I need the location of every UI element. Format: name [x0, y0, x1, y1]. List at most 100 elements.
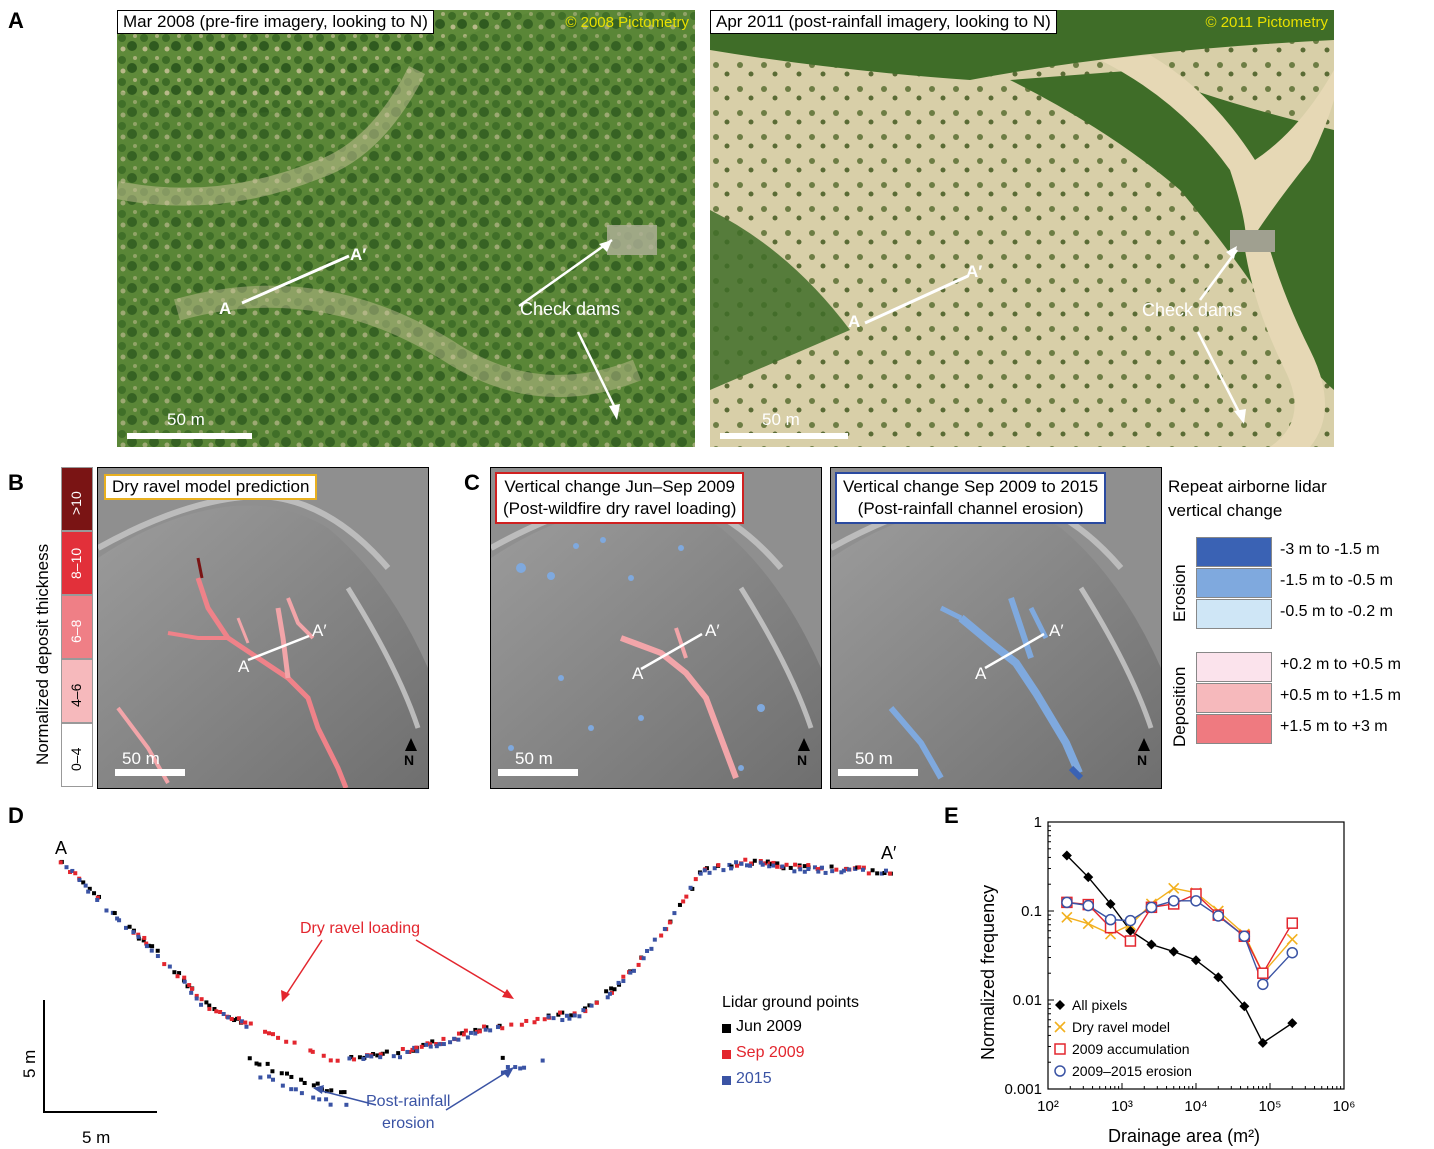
profile-label-a-prime: A′ — [1049, 621, 1064, 640]
profile-point — [802, 869, 807, 874]
profile-point — [344, 1102, 349, 1107]
profile-point — [482, 1024, 487, 1029]
legend-swatch — [1196, 568, 1272, 598]
profile-point — [551, 1016, 556, 1021]
profile-point — [628, 970, 633, 975]
map-caption-line-1: Vertical change Jun–Sep 2009 — [504, 477, 735, 496]
x-tick-label: 10³ — [1111, 1098, 1133, 1115]
profile-point — [236, 1016, 241, 1021]
profile-point — [560, 1018, 565, 1023]
profile-point — [441, 1042, 446, 1047]
profile-point — [397, 1055, 402, 1060]
profile-point — [463, 1028, 468, 1033]
profile-label-a: A — [975, 664, 987, 683]
profile-point — [495, 1025, 500, 1030]
profile-point — [556, 1012, 561, 1017]
profile-point — [652, 937, 657, 942]
profile-point — [289, 1074, 294, 1079]
profile-point — [104, 908, 109, 913]
profile-point — [265, 1061, 270, 1066]
profile-point — [70, 868, 75, 873]
profile-point — [734, 863, 739, 868]
profile-point — [311, 1083, 316, 1088]
profile-point — [621, 974, 626, 979]
profile-point — [182, 975, 187, 980]
profile-point — [639, 955, 644, 960]
map-caption: Vertical change Sep 2009 to 2015 (Post-r… — [835, 472, 1107, 524]
profile-point — [257, 1062, 262, 1067]
profile-point — [452, 1036, 457, 1041]
profile-point — [73, 871, 78, 876]
profile-point — [855, 865, 860, 870]
profile-point — [780, 864, 785, 869]
data-point — [1105, 898, 1116, 909]
colorbar-bin: 4–6 — [61, 659, 93, 723]
profile-point — [707, 870, 712, 875]
profile-point — [177, 971, 182, 976]
model-prediction-map: Dry ravel model prediction A A′ 50 m N — [97, 467, 429, 789]
profile-point — [189, 986, 194, 991]
profile-point — [749, 861, 754, 866]
profile-point — [167, 964, 172, 969]
profile-point — [428, 1044, 433, 1049]
profile-point — [477, 1029, 482, 1034]
profile-point — [456, 1037, 461, 1042]
profile-point — [870, 868, 875, 873]
data-point — [1168, 882, 1180, 894]
profile-point — [812, 865, 817, 870]
profile-point — [767, 864, 772, 869]
profile-point — [270, 1069, 275, 1074]
profile-point — [672, 911, 677, 916]
profile-point — [684, 894, 689, 899]
lidar-legend: -3 m to -1.5 m -1.5 m to -0.5 m -0.5 m to … — [1196, 537, 1431, 747]
drainage-frequency-chart: 10² 10³ 10⁴ 10⁵ 10⁶ 1 0.1 0.01 0.001 All pixels Dr… — [1004, 814, 1355, 1115]
legend-marker — [1054, 1021, 1066, 1033]
profile-point — [830, 869, 835, 874]
colorbar-bin-label: 4–6 — [68, 683, 84, 707]
profile-point — [229, 1017, 234, 1022]
profile-point — [645, 948, 650, 953]
profile-point — [347, 1056, 352, 1061]
erosion-label: Erosion — [1170, 564, 1189, 622]
map-caption-line-2: (Post-rainfall channel erosion) — [857, 499, 1084, 518]
profile-point — [860, 867, 865, 872]
profile-point — [560, 1010, 565, 1015]
profile-point — [688, 885, 693, 890]
profile-point — [414, 1045, 419, 1050]
vertical-change-2009-map: Vertical change Jun–Sep 2009 (Post-wildf… — [490, 467, 822, 789]
legend-label: +1.5 m to +3 m — [1280, 718, 1388, 735]
legend-swatch — [1196, 683, 1272, 713]
profile-point — [767, 861, 772, 866]
profile-point — [396, 1051, 401, 1056]
profile-point — [853, 866, 858, 871]
legend-marker — [1054, 1065, 1066, 1077]
profile-point — [189, 990, 194, 995]
profile-point — [299, 1077, 304, 1082]
profile-point — [136, 932, 141, 937]
profile-point — [378, 1055, 383, 1060]
x-tick-label: 10⁵ — [1259, 1098, 1282, 1115]
profile-point — [607, 991, 612, 996]
colorbar-bin: 0–4 — [61, 723, 93, 787]
profile-point — [308, 1048, 313, 1053]
y-tick-label: 0.01 — [1013, 992, 1042, 1009]
data-point — [1146, 939, 1157, 950]
map-caption: Vertical change Jun–Sep 2009 (Post-wildf… — [495, 472, 745, 524]
profile-point — [162, 962, 167, 967]
profile-point — [342, 1090, 347, 1095]
panel-label-c: C — [464, 470, 480, 495]
profile-point — [144, 941, 149, 946]
profile-point — [775, 864, 780, 869]
profile-point — [328, 1058, 333, 1063]
profile-point — [577, 1014, 582, 1019]
profile-point — [329, 1088, 334, 1093]
profile-point — [866, 871, 871, 876]
profile-point — [324, 1097, 329, 1102]
profile-point — [81, 880, 86, 885]
profile-point — [567, 1016, 572, 1021]
profile-point — [136, 934, 141, 939]
colorbar-title: Normalized deposit thickness — [33, 543, 52, 765]
profile-point — [64, 865, 69, 870]
profile-point — [263, 1029, 268, 1034]
lidar-legend-title-line-2: vertical change — [1168, 501, 1283, 520]
